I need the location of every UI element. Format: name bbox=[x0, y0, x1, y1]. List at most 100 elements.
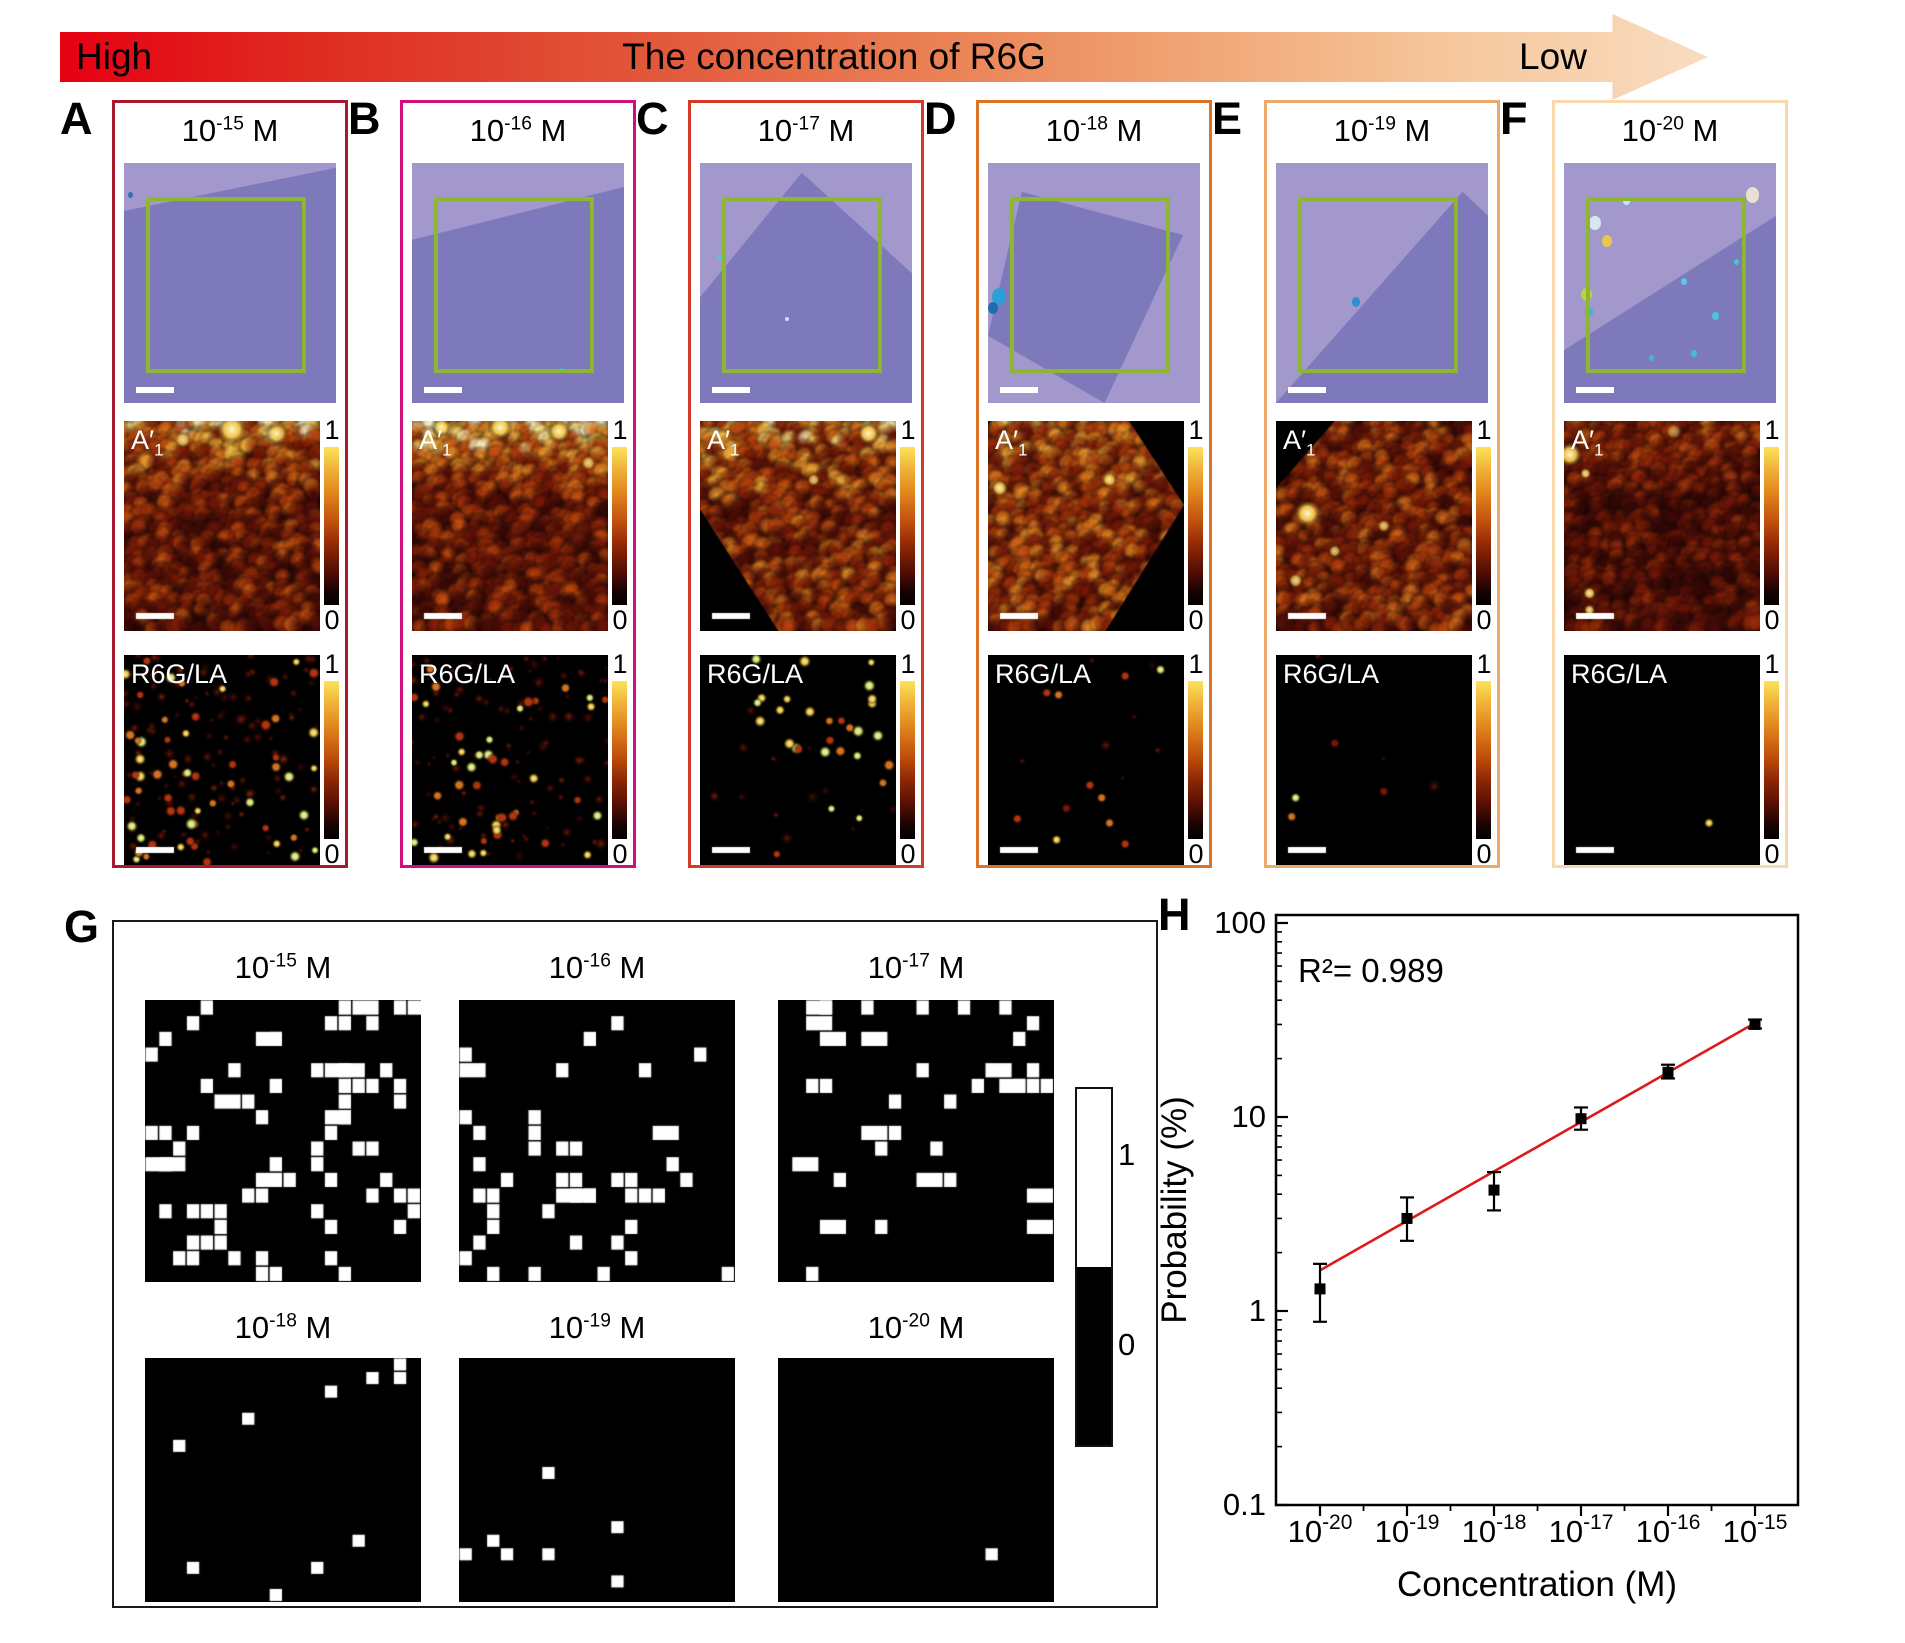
roi-box bbox=[722, 197, 882, 373]
hot-colorbar bbox=[612, 447, 627, 605]
panel-title: 10-20 M bbox=[1621, 113, 1719, 148]
g-map-canvas bbox=[145, 1358, 421, 1602]
data-point bbox=[1401, 1212, 1413, 1224]
g-colorbar-max-label: 1 bbox=[1118, 1137, 1136, 1172]
r6g-map-canvas bbox=[1564, 655, 1760, 865]
r6g-row: R6G/LA 1 0 bbox=[1555, 649, 1785, 869]
hot-colorbar bbox=[1476, 447, 1491, 605]
r6g-row: R6G/LA 1 0 bbox=[691, 649, 921, 869]
hot-colorbar bbox=[324, 681, 339, 839]
y-tick-label: 100 bbox=[1214, 905, 1266, 940]
scale-bar bbox=[1000, 387, 1038, 393]
colorbar-min-label: 0 bbox=[900, 839, 916, 869]
data-point bbox=[1575, 1113, 1587, 1125]
g-map-canvas bbox=[459, 1000, 735, 1282]
colorbar-max-label: 1 bbox=[1188, 415, 1204, 445]
panel-letter-E: E bbox=[1212, 93, 1243, 144]
r6g-row: R6G/LA 1 0 bbox=[115, 649, 345, 869]
hot-colorbar bbox=[1764, 447, 1779, 605]
g-map-canvas bbox=[459, 1358, 735, 1602]
panel-letter-C: C bbox=[636, 93, 669, 144]
colorbar-max-label: 1 bbox=[900, 415, 916, 445]
optical-image bbox=[124, 163, 336, 403]
roi-box bbox=[434, 197, 594, 373]
speck bbox=[1680, 278, 1687, 286]
r6g-map-canvas bbox=[988, 655, 1184, 865]
x-tick-label: 10-17 bbox=[1549, 1511, 1614, 1549]
a1-row: A′1 1 0 bbox=[1555, 415, 1785, 635]
x-tick-label: 10-16 bbox=[1636, 1511, 1701, 1549]
a1-row: A′1 1 0 bbox=[979, 415, 1209, 635]
arrow-title: The concentration of R6G bbox=[622, 36, 1046, 77]
panel-E: 10-19 M A′1 1 0 R6G/LA 1 0 bbox=[1264, 100, 1500, 869]
colorbar-min-label: 0 bbox=[1188, 839, 1204, 869]
panel-letter-G: G bbox=[64, 901, 100, 952]
panel-title: 10-15 M bbox=[181, 113, 279, 148]
roi-box bbox=[1586, 197, 1746, 373]
panel-title: 10-16 M bbox=[469, 113, 567, 148]
hot-colorbar bbox=[900, 447, 915, 605]
g-map-title: 10-20 M bbox=[867, 1310, 965, 1345]
a1-row: A′1 1 0 bbox=[1267, 415, 1497, 635]
panel-letter-D: D bbox=[924, 93, 957, 144]
speck bbox=[992, 287, 1007, 305]
colorbar-min-label: 0 bbox=[1764, 605, 1780, 635]
axis-frame bbox=[1274, 913, 1800, 1507]
colorbar-max-label: 1 bbox=[1476, 415, 1492, 445]
a1-row: A′1 1 0 bbox=[691, 415, 921, 635]
hot-colorbar bbox=[1188, 447, 1203, 605]
scale-bar bbox=[1576, 387, 1614, 393]
h-plot-svg: 10-20 10-19 10-18 10-17 10-16 10-15 0.1 1 10 100 R… bbox=[1155, 905, 1800, 1604]
colorbar-max-label: 1 bbox=[1764, 649, 1780, 679]
g-map-title: 10-18 M bbox=[234, 1310, 332, 1345]
optical-image bbox=[1564, 163, 1776, 403]
y-tick-label: 0.1 bbox=[1223, 1487, 1266, 1522]
scale-bar bbox=[424, 387, 462, 393]
r6g-label: R6G/LA bbox=[1283, 659, 1380, 689]
colorbar-max-label: 1 bbox=[1476, 649, 1492, 679]
a1-label: A′1 bbox=[1283, 425, 1316, 460]
a1-label: A′1 bbox=[131, 425, 164, 460]
fit-line bbox=[1319, 1021, 1756, 1272]
roi-box bbox=[1298, 197, 1458, 373]
scale-bar bbox=[136, 387, 174, 393]
optical-image bbox=[412, 163, 624, 403]
scale-bar bbox=[1288, 387, 1326, 393]
colorbar-max-label: 1 bbox=[1764, 415, 1780, 445]
colorbar-max-label: 1 bbox=[612, 649, 628, 679]
panel-B: 10-16 M A′1 1 0 R6G/LA 1 0 bbox=[400, 100, 636, 869]
x-tick-label: 10-20 bbox=[1288, 1511, 1353, 1549]
colorbar-max-label: 1 bbox=[900, 649, 916, 679]
colorbar-min-label: 0 bbox=[1764, 839, 1780, 869]
hot-colorbar bbox=[1476, 681, 1491, 839]
data-point bbox=[1314, 1283, 1326, 1295]
a1-map-canvas bbox=[700, 421, 896, 631]
speck bbox=[1352, 297, 1361, 307]
speck bbox=[1733, 259, 1739, 265]
speck bbox=[988, 302, 998, 315]
colorbar-max-label: 1 bbox=[1188, 649, 1204, 679]
speck bbox=[1648, 355, 1654, 361]
speck bbox=[1602, 235, 1613, 247]
colorbar-min-label: 0 bbox=[612, 605, 628, 635]
hot-colorbar bbox=[900, 681, 915, 839]
a1-row: A′1 1 0 bbox=[403, 415, 633, 635]
a1-map-canvas bbox=[1564, 421, 1760, 631]
speck bbox=[1691, 350, 1698, 358]
g-map-canvas bbox=[145, 1000, 421, 1282]
r6g-label: R6G/LA bbox=[419, 659, 516, 689]
a1-label: A′1 bbox=[707, 425, 740, 460]
speck bbox=[128, 191, 134, 198]
x-axis-label: Concentration (M) bbox=[1397, 1565, 1677, 1604]
r6g-row: R6G/LA 1 0 bbox=[1267, 649, 1497, 869]
colorbar-max-label: 1 bbox=[324, 415, 340, 445]
x-tick-label: 10-15 bbox=[1723, 1511, 1788, 1549]
speck bbox=[1589, 215, 1602, 231]
g-map-canvas bbox=[778, 1000, 1054, 1282]
data-point bbox=[1662, 1066, 1674, 1078]
data-point bbox=[1488, 1184, 1500, 1196]
r6g-label: R6G/LA bbox=[131, 659, 228, 689]
roi-box bbox=[1010, 197, 1170, 373]
a1-label: A′1 bbox=[1571, 425, 1604, 460]
g-colorbar-min-label: 0 bbox=[1118, 1327, 1136, 1362]
